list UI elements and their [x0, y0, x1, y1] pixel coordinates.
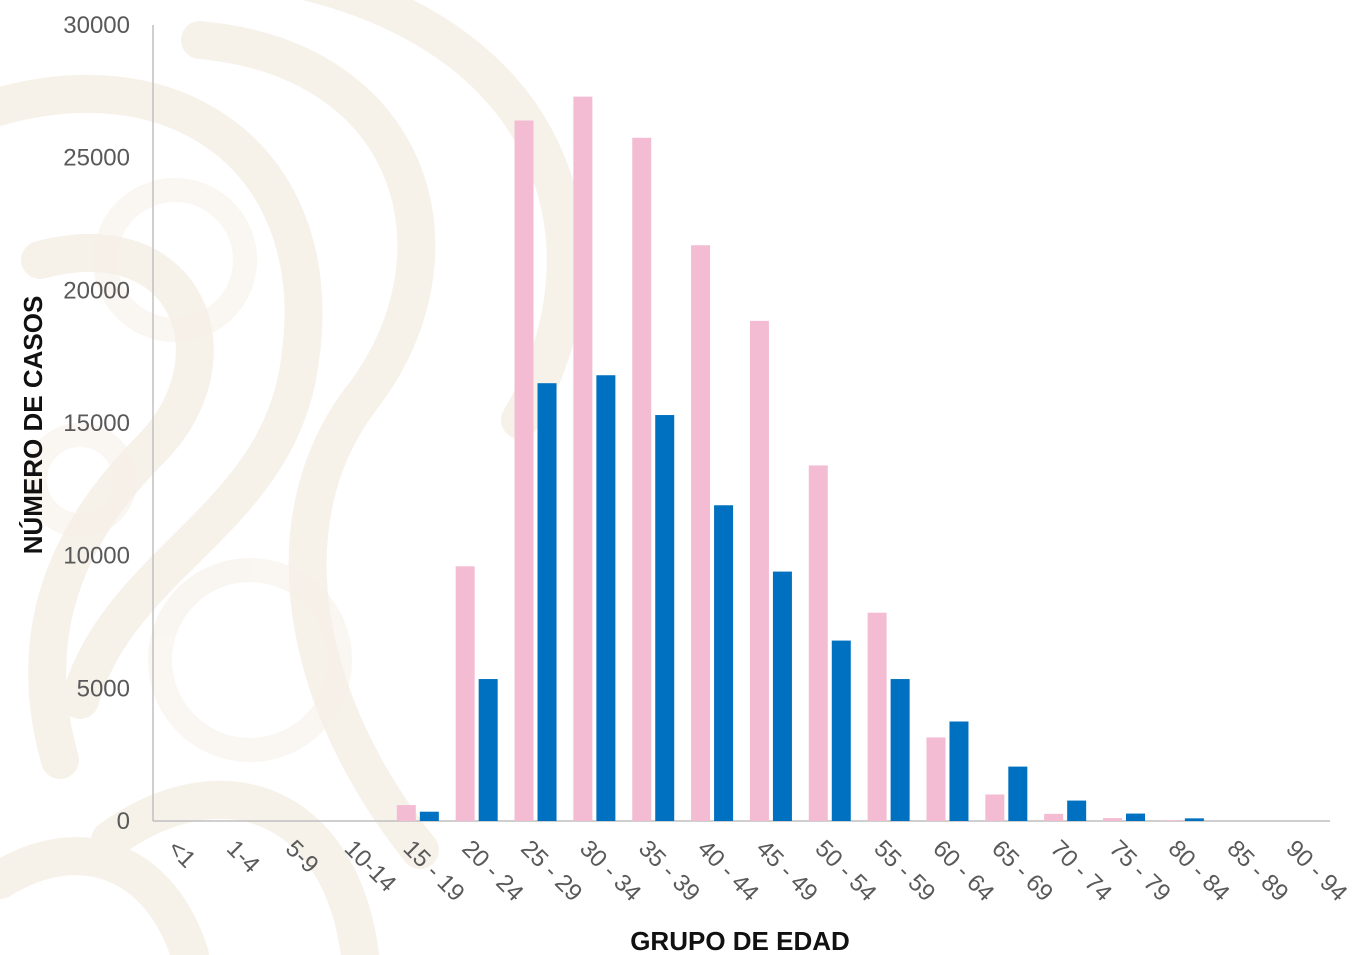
x-tick-label: 60 - 64: [927, 835, 999, 907]
x-tick-label: 90 - 94: [1280, 835, 1352, 907]
bar-series2-8: [655, 415, 675, 821]
x-tick-label: 85 - 89: [1222, 835, 1294, 907]
bar-series2-13: [949, 721, 969, 821]
bar-series2-16: [1126, 813, 1146, 821]
bar-series1-12: [867, 612, 887, 821]
bar-series1-17: [1161, 820, 1181, 822]
x-tick-label: 70 - 74: [1045, 835, 1117, 907]
bar-series2-15: [1067, 800, 1087, 821]
x-tick-label: 50 - 54: [810, 835, 882, 907]
bar-series2-7: [596, 375, 616, 821]
bar-series2-10: [772, 571, 792, 821]
bar-series2-9: [714, 505, 734, 821]
x-tick-label: 80 - 84: [1163, 835, 1235, 907]
x-tick-label: 45 - 49: [751, 835, 823, 907]
x-tick-label: 65 - 69: [986, 835, 1058, 907]
y-axis-title: NÚMERO DE CASOS: [18, 296, 48, 555]
x-tick-label: 55 - 59: [869, 835, 941, 907]
x-tick-label: 25 - 29: [515, 835, 587, 907]
y-tick-label: 25000: [63, 145, 130, 172]
bar-series2-6: [537, 383, 557, 821]
y-tick-label: 15000: [63, 410, 130, 437]
y-tick-label: 0: [117, 808, 130, 835]
bar-series2-4: [419, 811, 439, 821]
bar-series1-13: [926, 737, 946, 821]
bar-series1-15: [1044, 813, 1064, 821]
bar-series2-12: [890, 679, 910, 821]
x-tick-label: 10-14: [339, 835, 402, 898]
bar-series1-6: [514, 120, 534, 821]
x-tick-label: 20 - 24: [457, 835, 529, 907]
y-axis-tick-labels: 0 5000 10000 15000 20000 25000 30000: [63, 12, 130, 835]
bar-series2-11: [831, 640, 851, 821]
y-tick-label: 20000: [63, 277, 130, 304]
x-tick-label: 1-4: [221, 835, 265, 879]
bar-series2-17: [1184, 818, 1204, 821]
x-tick-label: <1: [162, 835, 200, 873]
bar-series2-14: [1008, 766, 1028, 821]
bar-series1-9: [691, 245, 711, 821]
bars-group: [396, 96, 1204, 822]
bar-series1-8: [632, 137, 652, 821]
x-tick-label: 75 - 79: [1104, 835, 1176, 907]
x-tick-label: 35 - 39: [633, 835, 705, 907]
bar-series1-16: [1103, 818, 1123, 821]
bar-series1-5: [455, 566, 475, 821]
x-tick-label: 15 - 19: [398, 835, 470, 907]
bar-series1-10: [749, 320, 769, 821]
bar-series1-14: [985, 794, 1005, 821]
x-tick-label: 5-9: [280, 835, 324, 879]
y-tick-label: 30000: [63, 12, 130, 39]
bar-series1-7: [573, 96, 593, 821]
bar-series1-11: [808, 465, 828, 821]
x-tick-label: 30 - 34: [574, 835, 646, 907]
bar-series2-5: [478, 679, 498, 821]
x-tick-label: 40 - 44: [692, 835, 764, 907]
y-tick-label: 10000: [63, 543, 130, 570]
x-axis-title: GRUPO DE EDAD: [630, 926, 850, 955]
bar-series1-4: [396, 805, 416, 821]
y-tick-label: 5000: [77, 675, 130, 702]
